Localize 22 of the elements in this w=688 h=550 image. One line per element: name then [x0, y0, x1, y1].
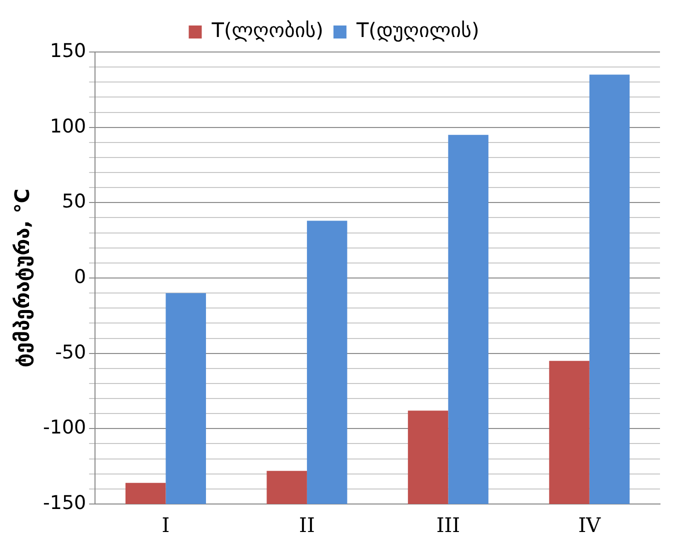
bar — [589, 74, 630, 504]
x-tick-label: IV — [578, 513, 602, 538]
y-tick-label: 100 — [50, 115, 86, 138]
bar — [266, 470, 307, 504]
bar — [549, 360, 590, 504]
bar — [408, 410, 448, 504]
y-tick-label: 0 — [74, 266, 86, 288]
bar — [448, 134, 488, 504]
y-tick-label: 150 — [50, 40, 86, 62]
bar — [125, 482, 166, 504]
legend-label: T(დუღილის) — [355, 18, 480, 42]
y-axis-title: ტემპერატურა, °C — [10, 188, 34, 368]
y-tick-label: -150 — [42, 492, 86, 514]
bar — [166, 293, 206, 504]
bar — [306, 220, 348, 504]
legend-label: T(ლღობის) — [210, 18, 324, 42]
y-tick-label: -50 — [55, 341, 86, 364]
y-tick-label: 50 — [62, 190, 86, 213]
x-tick-label: I — [162, 513, 170, 538]
y-tick-label: -100 — [42, 416, 86, 439]
x-tick-label: II — [299, 513, 315, 538]
x-tick-label: III — [436, 513, 460, 538]
